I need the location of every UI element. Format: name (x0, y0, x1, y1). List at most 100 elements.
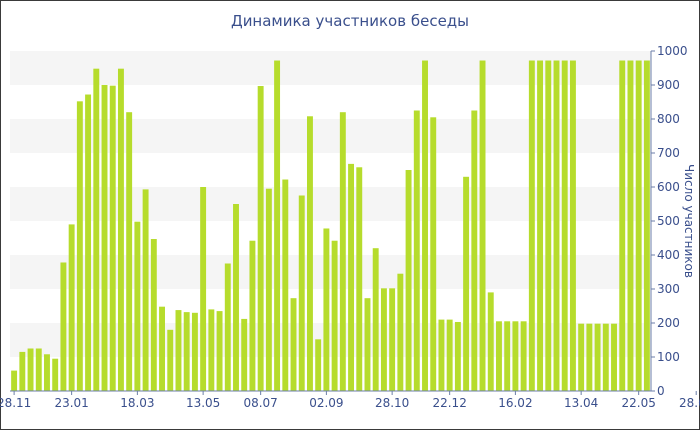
bar (619, 60, 626, 392)
x-tick-label: 28.05 (679, 396, 700, 410)
x-tick-label: 22.05 (621, 396, 655, 410)
bar (479, 60, 486, 392)
bar (76, 101, 83, 391)
bar (167, 329, 174, 391)
bar (430, 117, 437, 392)
x-tick-label: 18.03 (120, 396, 154, 410)
chart-title: Динамика участников беседы (230, 12, 470, 30)
bar (282, 179, 289, 391)
bar (307, 116, 313, 391)
bar (545, 60, 552, 392)
bar (389, 288, 396, 391)
bar (159, 306, 165, 391)
bar (405, 170, 412, 391)
bar (512, 321, 519, 391)
y-tick-label: 800 (657, 112, 680, 126)
y-tick-label: 200 (657, 316, 680, 330)
bar (191, 312, 198, 391)
bar (323, 228, 330, 391)
bar (19, 351, 26, 391)
bar (265, 188, 272, 391)
bar (93, 68, 100, 392)
x-axis-ticks: 28.11 23.01 18.03 13.05 08.07 02.09 28.10 22.12… (0, 391, 700, 410)
bar (339, 112, 346, 391)
bar (454, 321, 461, 391)
bar (586, 323, 593, 391)
x-tick-label: 22.12 (432, 396, 466, 410)
x-tick-label: 28.11 (0, 396, 31, 410)
bar (635, 60, 642, 392)
bar (11, 370, 18, 391)
y-axis-label: Число участников (682, 164, 696, 278)
y-tick-label: 0 (657, 384, 665, 398)
bar (101, 85, 108, 391)
x-tick-label: 13.04 (564, 396, 598, 410)
y-tick-label: 700 (657, 146, 680, 160)
bar (224, 263, 231, 391)
y-tick-label: 500 (657, 214, 680, 228)
bar (142, 189, 149, 391)
bar (602, 323, 609, 391)
bar (249, 240, 256, 391)
bar (504, 321, 511, 391)
grid-band (10, 255, 651, 289)
bar (117, 68, 124, 392)
bar (44, 354, 50, 391)
bar (520, 321, 527, 391)
bar (578, 323, 585, 391)
grid-band (10, 187, 651, 221)
bar (356, 167, 363, 391)
bar (241, 318, 248, 391)
bar (348, 163, 355, 391)
bar (216, 311, 223, 391)
bar (594, 323, 601, 391)
bar (208, 309, 215, 391)
bar (257, 86, 264, 392)
x-tick-label: 02.09 (309, 396, 343, 410)
bar (364, 298, 371, 391)
y-tick-label: 300 (657, 282, 680, 296)
bar (290, 298, 297, 391)
bar (134, 221, 141, 391)
bar (109, 85, 116, 392)
bar (397, 273, 404, 391)
x-tick-label: 23.01 (54, 396, 88, 410)
y-tick-label: 900 (657, 78, 680, 92)
bar (331, 240, 338, 391)
grid-bands (10, 51, 651, 357)
bar (463, 176, 470, 391)
bar (274, 60, 281, 392)
bar (438, 319, 445, 391)
bar (553, 60, 560, 392)
bar (68, 224, 75, 391)
bar (643, 60, 650, 392)
bar (413, 110, 420, 391)
y-tick-label: 100 (657, 350, 680, 364)
bar (150, 239, 157, 391)
x-tick-label: 13.05 (186, 396, 220, 410)
bar (446, 319, 453, 391)
bar (175, 310, 182, 391)
bar (372, 248, 379, 391)
bar (561, 60, 568, 392)
grid-band (10, 51, 651, 85)
x-tick-label: 08.07 (243, 396, 277, 410)
y-tick-label: 1000 (657, 44, 688, 58)
bar (611, 323, 617, 391)
y-tick-label: 600 (657, 180, 680, 194)
bar (27, 348, 34, 391)
bar (471, 110, 478, 391)
grid-band (10, 323, 651, 357)
bar (60, 262, 67, 391)
bar (200, 187, 207, 391)
bar (380, 288, 387, 391)
grid-band (10, 119, 651, 153)
bar (35, 348, 42, 391)
bar (487, 292, 494, 391)
bar (422, 60, 428, 392)
bar (315, 339, 322, 391)
bar (183, 312, 190, 391)
bar (496, 321, 502, 391)
bar (52, 358, 59, 391)
